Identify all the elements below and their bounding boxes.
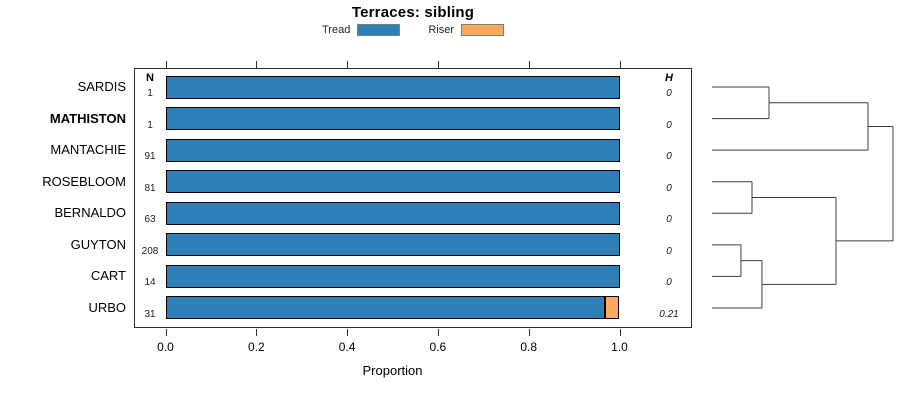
n-value: 31: [144, 308, 156, 320]
x-tick: [619, 329, 621, 336]
chart-title: Terraces: sibling: [351, 4, 475, 21]
x-tick-label: 0.8: [520, 340, 538, 354]
h-column-header: H: [665, 72, 673, 84]
x-tick-label: 1.0: [611, 340, 628, 354]
row-label: BERNALDO: [54, 205, 126, 221]
bar-segment-tread: [165, 264, 620, 288]
n-value: 14: [144, 277, 156, 289]
legend: Tread Riser: [134, 24, 692, 36]
n-value: 81: [144, 182, 156, 194]
bar-segment-tread: [165, 75, 620, 99]
n-value: 91: [144, 151, 156, 163]
x-tick-label: 0.6: [429, 340, 447, 354]
x-tick: [256, 329, 258, 336]
row-label: URBO: [88, 299, 126, 315]
h-value: 0: [666, 245, 672, 257]
n-value: 208: [141, 245, 159, 257]
h-value: 0: [666, 88, 672, 99]
h-value: 0: [666, 119, 672, 131]
row-label: ROSEBLOOM: [42, 173, 126, 189]
bar-segment-tread: [165, 107, 620, 131]
x-tick: [347, 329, 349, 336]
legend-label-riser: Riser: [428, 24, 454, 36]
bar-segment-tread: [165, 138, 620, 162]
x-tick-label: 0.0: [157, 340, 174, 354]
n-value: 1: [147, 119, 153, 131]
legend-label-tread: Tread: [322, 24, 351, 36]
n-value: 63: [144, 214, 156, 226]
x-tick: [165, 329, 167, 336]
row-label: MATHISTON: [49, 110, 126, 126]
x-tick-label: 0.4: [338, 340, 356, 354]
bar-segment-tread: [165, 296, 605, 320]
bar-segment-riser: [604, 296, 620, 320]
bar-segment-tread: [165, 233, 620, 257]
plot-box: [134, 68, 692, 328]
h-value: 0.21: [659, 308, 679, 320]
row-label: SARDIS: [77, 79, 126, 94]
bar-segment-tread: [165, 170, 620, 194]
h-value: 0: [666, 151, 672, 163]
legend-item-riser: Riser: [428, 24, 504, 36]
x-tick-top: [256, 61, 258, 68]
n-column-header: N: [146, 72, 154, 84]
x-tick: [528, 329, 530, 336]
legend-item-tread: Tread: [322, 24, 401, 36]
h-value: 0: [666, 182, 672, 194]
h-value: 0: [666, 214, 672, 226]
x-tick-top: [528, 61, 530, 68]
x-tick-top: [165, 61, 167, 68]
x-tick-top: [437, 61, 439, 68]
x-tick-label: 0.2: [247, 340, 265, 354]
row-label: MANTACHIE: [50, 142, 126, 158]
dendrogram: [712, 86, 894, 309]
n-value: 1: [147, 88, 153, 99]
riser-swatch: [461, 24, 504, 36]
x-tick-top: [619, 61, 621, 68]
bar-segment-tread: [165, 201, 620, 225]
h-value: 0: [666, 277, 672, 289]
x-tick: [437, 329, 439, 336]
tread-swatch: [357, 24, 401, 36]
row-label: CART: [90, 268, 126, 284]
x-axis-label: Proportion: [362, 363, 423, 378]
row-label: GUYTON: [70, 236, 126, 252]
x-tick-top: [347, 61, 349, 68]
